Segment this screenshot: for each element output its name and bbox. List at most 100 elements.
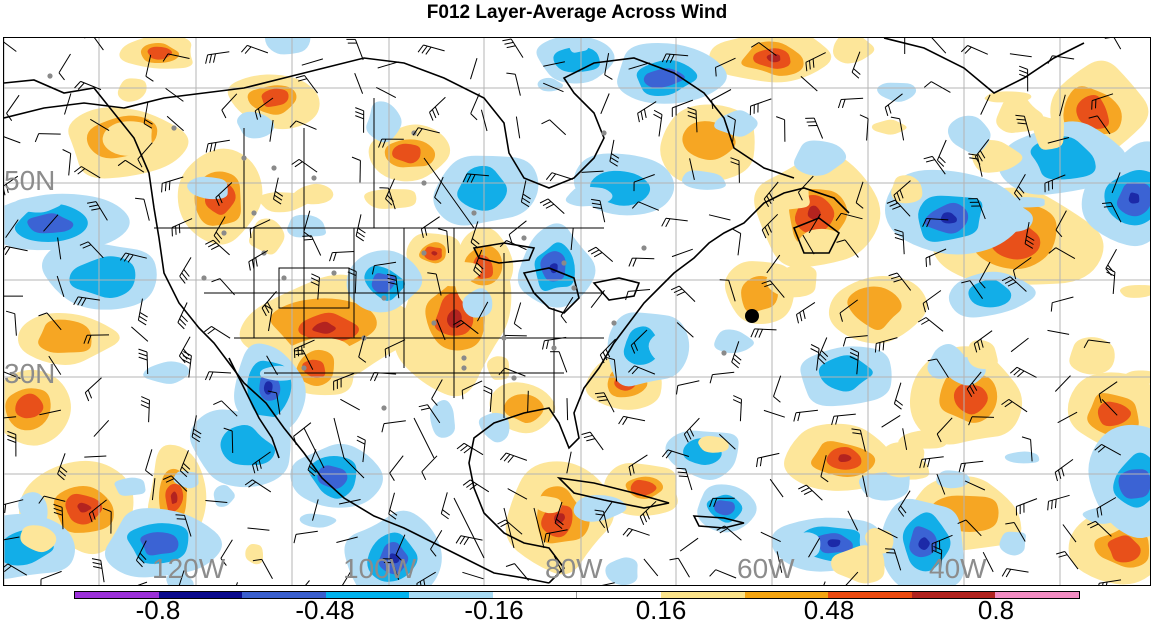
contour-shade	[245, 544, 263, 564]
station-dot	[641, 245, 646, 250]
wind-barb	[838, 98, 863, 108]
wind-barb	[146, 449, 153, 476]
wind-barb	[764, 410, 785, 417]
wind-barb	[4, 296, 23, 305]
wind-barb	[567, 398, 568, 420]
wind-barb	[471, 58, 478, 79]
wind-barb	[924, 82, 950, 93]
wind-barb	[540, 199, 564, 214]
wind-barb	[644, 559, 658, 576]
wind-barb	[346, 39, 363, 60]
wind-barb	[961, 46, 988, 55]
contour-shade	[265, 38, 311, 54]
wind-barb	[672, 249, 693, 256]
wind-barb	[418, 45, 445, 54]
wind-barb	[6, 311, 16, 336]
wind-barb	[797, 302, 815, 323]
wind-barb	[710, 570, 737, 578]
wind-barb	[376, 87, 396, 97]
station-dot	[551, 345, 556, 350]
wind-barb	[230, 582, 238, 585]
wind-barb	[805, 118, 822, 138]
wind-barb	[710, 372, 734, 383]
contour-shade	[1005, 452, 1039, 464]
lon-label-40w: 40W	[929, 555, 987, 583]
wind-barb	[1055, 459, 1073, 481]
wind-barb	[241, 45, 268, 53]
colorbar-label-0-8: 0.8	[978, 597, 1014, 623]
wind-barb	[654, 110, 663, 136]
wind-barb	[619, 416, 645, 424]
map-panel[interactable]	[3, 37, 1151, 586]
contour-shade	[479, 413, 510, 443]
wind-barb	[1010, 367, 1036, 377]
station-dot	[471, 210, 476, 215]
wind-barb	[378, 62, 399, 68]
lon-label-60w: 60W	[737, 555, 795, 583]
wind-barb	[1048, 495, 1070, 510]
station-dot	[571, 285, 576, 290]
wind-barb	[294, 423, 311, 445]
wind-barb	[629, 258, 654, 266]
station-dot	[611, 320, 616, 325]
wind-barb	[505, 335, 527, 336]
border-segment	[414, 418, 434, 458]
wind-barb	[680, 538, 698, 551]
station-dot	[381, 405, 386, 410]
wind-barb	[330, 252, 355, 262]
wind-barb	[774, 376, 781, 403]
colorbar-label-neg-0-16: -0.16	[464, 597, 523, 623]
wind-barb	[896, 38, 904, 54]
station-dot	[431, 320, 436, 325]
across-wind-map[interactable]	[4, 38, 1150, 585]
station-dot	[461, 355, 466, 360]
station-dot	[561, 260, 566, 265]
wind-barb	[59, 54, 71, 80]
wind-barb	[733, 229, 741, 255]
wind-barb	[882, 415, 901, 427]
contour-shade	[1120, 285, 1150, 298]
wind-barb	[757, 453, 780, 467]
station-dot	[461, 365, 466, 370]
wind-barb	[92, 559, 104, 583]
colorbar-label-neg-0-8: -0.8	[136, 597, 181, 623]
wind-barb	[832, 414, 856, 425]
wind-barb	[457, 443, 483, 454]
lon-label-80w: 80W	[545, 555, 603, 583]
wind-barb	[662, 218, 688, 227]
coastline-segment	[884, 38, 1084, 93]
wind-barb	[623, 528, 650, 536]
border-segment	[454, 498, 484, 558]
contour-shade	[1129, 193, 1140, 204]
wind-barb	[63, 150, 71, 176]
wind-barb	[860, 115, 868, 141]
contour-shade	[118, 78, 147, 101]
station-dot	[511, 375, 516, 380]
wind-barb	[84, 456, 106, 457]
station-dot	[281, 275, 286, 280]
wind-barb	[390, 456, 404, 481]
station-dot	[47, 73, 52, 78]
wind-barb	[959, 461, 983, 472]
wind-barb	[1051, 297, 1073, 312]
station-dot	[421, 250, 426, 255]
wind-barb	[582, 432, 604, 450]
wind-barb	[601, 94, 609, 114]
colorbar-label-neg-0-48: -0.48	[295, 597, 354, 623]
wind-barb	[550, 352, 567, 373]
wind-barb	[422, 456, 437, 480]
colorbar-label-0-16: 0.16	[636, 597, 687, 623]
wind-barb	[296, 581, 310, 586]
wind-barb	[94, 420, 109, 436]
station-dot	[301, 365, 306, 370]
wind-barb	[302, 59, 323, 65]
wind-barb	[1011, 338, 1028, 352]
colorbar	[74, 591, 1080, 599]
wind-barb	[1101, 38, 1121, 49]
wind-barb	[670, 558, 690, 577]
wind-barb	[817, 582, 827, 585]
wind-barb	[1107, 268, 1115, 294]
wind-barb	[340, 399, 359, 410]
wind-barb	[542, 120, 566, 135]
wind-barb	[638, 102, 657, 123]
